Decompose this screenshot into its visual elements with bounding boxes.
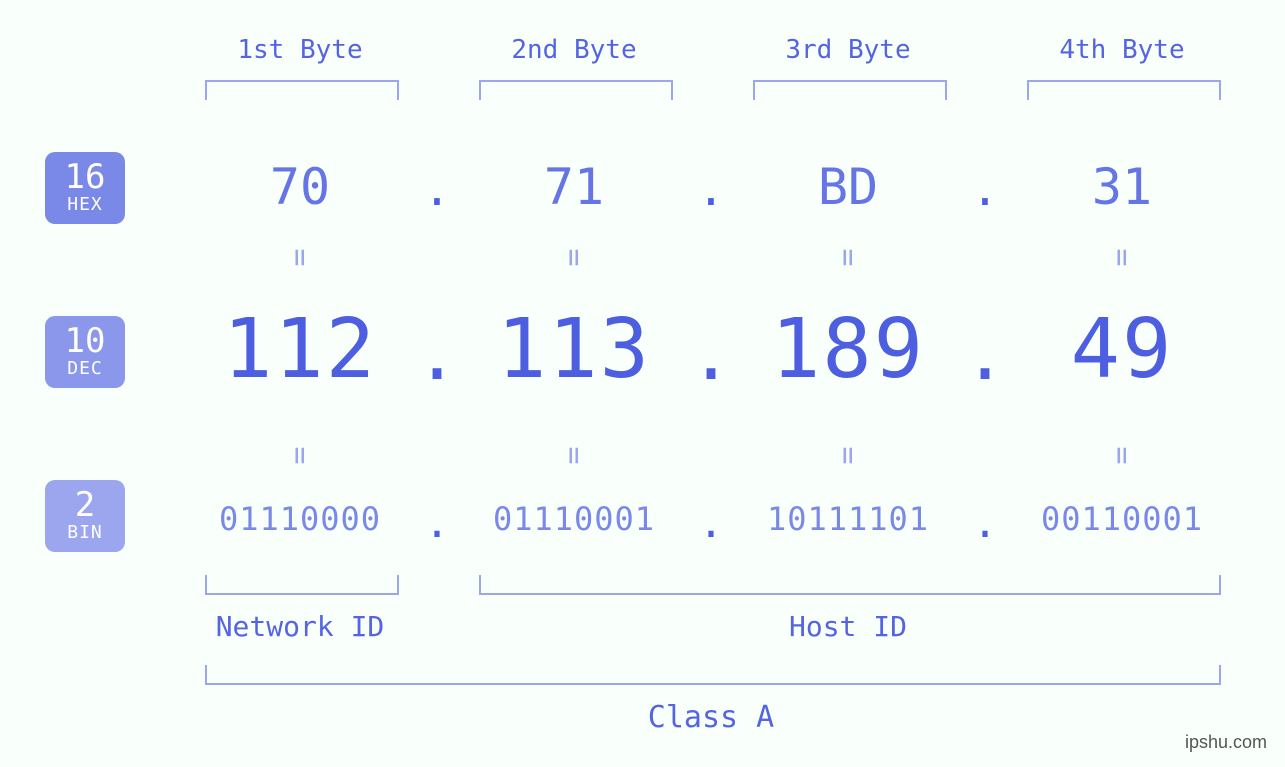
byte-label-2: 2nd Byte (479, 35, 669, 65)
dot-separator: . (395, 162, 479, 216)
host-id-label: Host ID (479, 610, 1217, 643)
dot-separator: . (395, 498, 479, 547)
network-id-bracket (205, 575, 399, 595)
byte-label-1: 1st Byte (205, 35, 395, 65)
base-badge-dec: 10 DEC (45, 316, 125, 388)
badge-bin-num: 2 (45, 488, 125, 522)
dot-separator: . (669, 312, 753, 396)
base-badge-bin: 2 BIN (45, 480, 125, 552)
badge-bin-sub: BIN (45, 524, 125, 542)
bin-value-1: 01110000 (205, 500, 395, 538)
host-id-bracket (479, 575, 1221, 595)
network-id-label: Network ID (205, 610, 395, 643)
dot-separator: . (395, 312, 479, 396)
top-bracket-2 (479, 80, 673, 100)
dot-separator: . (943, 498, 1027, 547)
dot-separator: . (943, 312, 1027, 396)
class-label: Class A (205, 700, 1217, 735)
badge-dec-num: 10 (45, 324, 125, 358)
dot-separator: . (669, 162, 753, 216)
bin-value-4: 00110001 (1027, 500, 1217, 538)
dot-separator: . (943, 162, 1027, 216)
badge-dec-sub: DEC (45, 360, 125, 378)
bin-value-2: 01110001 (479, 500, 669, 538)
dot-separator: . (669, 498, 753, 547)
top-bracket-1 (205, 80, 399, 100)
badge-hex-num: 16 (45, 160, 125, 194)
watermark: ipshu.com (1185, 732, 1267, 753)
badge-hex-sub: HEX (45, 196, 125, 214)
bin-value-3: 10111101 (753, 500, 943, 538)
byte-label-3: 3rd Byte (753, 35, 943, 65)
top-bracket-3 (753, 80, 947, 100)
class-bracket (205, 665, 1221, 685)
top-bracket-4 (1027, 80, 1221, 100)
base-badge-hex: 16 HEX (45, 152, 125, 224)
byte-label-4: 4th Byte (1027, 35, 1217, 65)
